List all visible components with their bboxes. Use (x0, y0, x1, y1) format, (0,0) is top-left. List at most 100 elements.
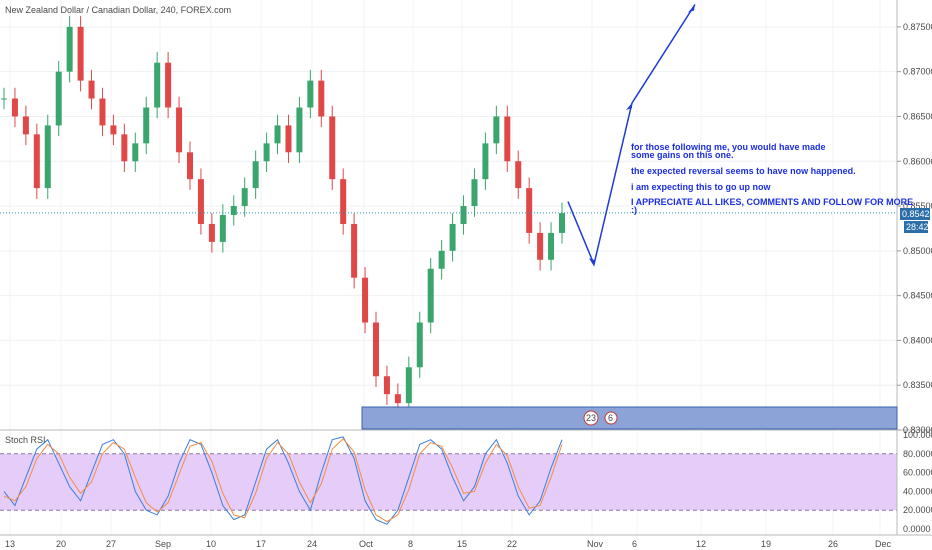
x-tick-label: Dec (875, 539, 892, 549)
candle-body (88, 80, 95, 99)
stoch-series-line (3, 438, 563, 523)
candle-body (263, 143, 270, 162)
candle-body (394, 394, 401, 404)
stoch-series-line (3, 436, 563, 525)
candle-body (460, 206, 467, 224)
x-tick-label: 13 (5, 539, 15, 549)
candle-body (537, 232, 544, 260)
annotation-line-3: the expected reversal seems to have now … (631, 166, 856, 176)
candle-body (405, 367, 412, 404)
arrow-head-icon (589, 258, 595, 267)
candle-body (33, 134, 40, 189)
candle-body (438, 250, 445, 269)
x-tick-label: 19 (761, 539, 771, 549)
candle-body (11, 98, 18, 117)
x-tick-label: 17 (256, 539, 266, 549)
last-price-text: 0.85424 (902, 209, 932, 219)
countdown-text: 28:42 (906, 222, 929, 232)
projection-path[interactable] (567, 4, 696, 267)
comments-icon[interactable] (604, 411, 618, 425)
arrow-head-icon (626, 103, 632, 111)
candle-body (99, 98, 106, 126)
x-tick-label: Nov (587, 539, 604, 549)
y-tick-label: 0.83000 (903, 425, 932, 435)
osc-tick-label: 60.0000 (903, 468, 932, 478)
x-tick-label: 6 (632, 539, 637, 549)
candle-body (110, 125, 117, 135)
likes-icon[interactable] (583, 410, 599, 426)
candle-body (241, 188, 248, 207)
events-bar[interactable]: 23 6 (361, 406, 898, 430)
x-tick-label: 26 (828, 539, 838, 549)
x-tick-label: Sep (155, 539, 171, 549)
likes-count: 23 (586, 413, 596, 423)
candle-body (504, 116, 511, 162)
candle-body (559, 213, 565, 233)
x-tick-label: 12 (696, 539, 706, 549)
annotation-line-2: some gains on this one. (631, 150, 734, 160)
candle-body (219, 215, 226, 242)
candle-body (176, 107, 183, 153)
candle-body (515, 161, 522, 189)
arrow-head-icon (688, 4, 695, 13)
osc-tick-label: 0.0000 (903, 524, 931, 534)
x-tick-label: 22 (507, 539, 517, 549)
candle-body (154, 62, 161, 108)
candle-body (351, 223, 358, 278)
candle-body (362, 277, 369, 323)
candle-body (285, 125, 292, 153)
x-tick-label: Oct (359, 539, 374, 549)
candle-body (449, 223, 456, 251)
candle-body (329, 116, 336, 180)
x-tick-label: 24 (307, 539, 317, 549)
comments-count: 6 (608, 413, 613, 423)
candle-body (373, 322, 379, 377)
stoch-band (0, 453, 897, 511)
osc-tick-label: 100.0000 (903, 430, 932, 440)
annotation-text: for those following me, you would have m… (631, 142, 913, 215)
stoch-rsi-pane (0, 436, 897, 525)
x-tick-label: 10 (206, 539, 216, 549)
candles (1, 16, 565, 414)
candle-body (252, 161, 259, 189)
candle-body (340, 179, 347, 224)
annotation-line-5: I APPRECIATE ALL LIKES, COMMENTS AND FOL… (631, 197, 913, 207)
candle-body (1, 98, 7, 100)
annotation-line-6: :) (631, 205, 637, 215)
osc-tick-label: 80.0000 (903, 449, 932, 459)
annotation-line-4: i am expecting this to go up now (631, 182, 772, 192)
candle-body (230, 206, 237, 215)
oscillator-title: Stoch RSI (5, 435, 46, 445)
x-tick-label: 27 (106, 539, 116, 549)
candle-body (22, 116, 29, 135)
candle-body (274, 125, 281, 144)
candle-body (493, 116, 500, 144)
drawings (0, 4, 897, 267)
candle-body (482, 143, 489, 180)
candle-body (44, 125, 51, 189)
candle-body (77, 26, 84, 81)
x-tick-label: 15 (457, 539, 467, 549)
candle-body (143, 107, 150, 144)
candle-body (165, 62, 172, 108)
candle-body (296, 107, 303, 153)
candle-body (187, 152, 193, 180)
candle-body (471, 179, 478, 207)
candle-body (548, 232, 555, 260)
candle-body (307, 80, 314, 108)
candle-body (383, 376, 390, 395)
x-tick-label: 8 (408, 539, 413, 549)
candle-body (66, 26, 73, 72)
x-tick-label: 20 (56, 539, 66, 549)
chart-title: New Zealand Dollar / Canadian Dollar, 24… (5, 5, 231, 15)
